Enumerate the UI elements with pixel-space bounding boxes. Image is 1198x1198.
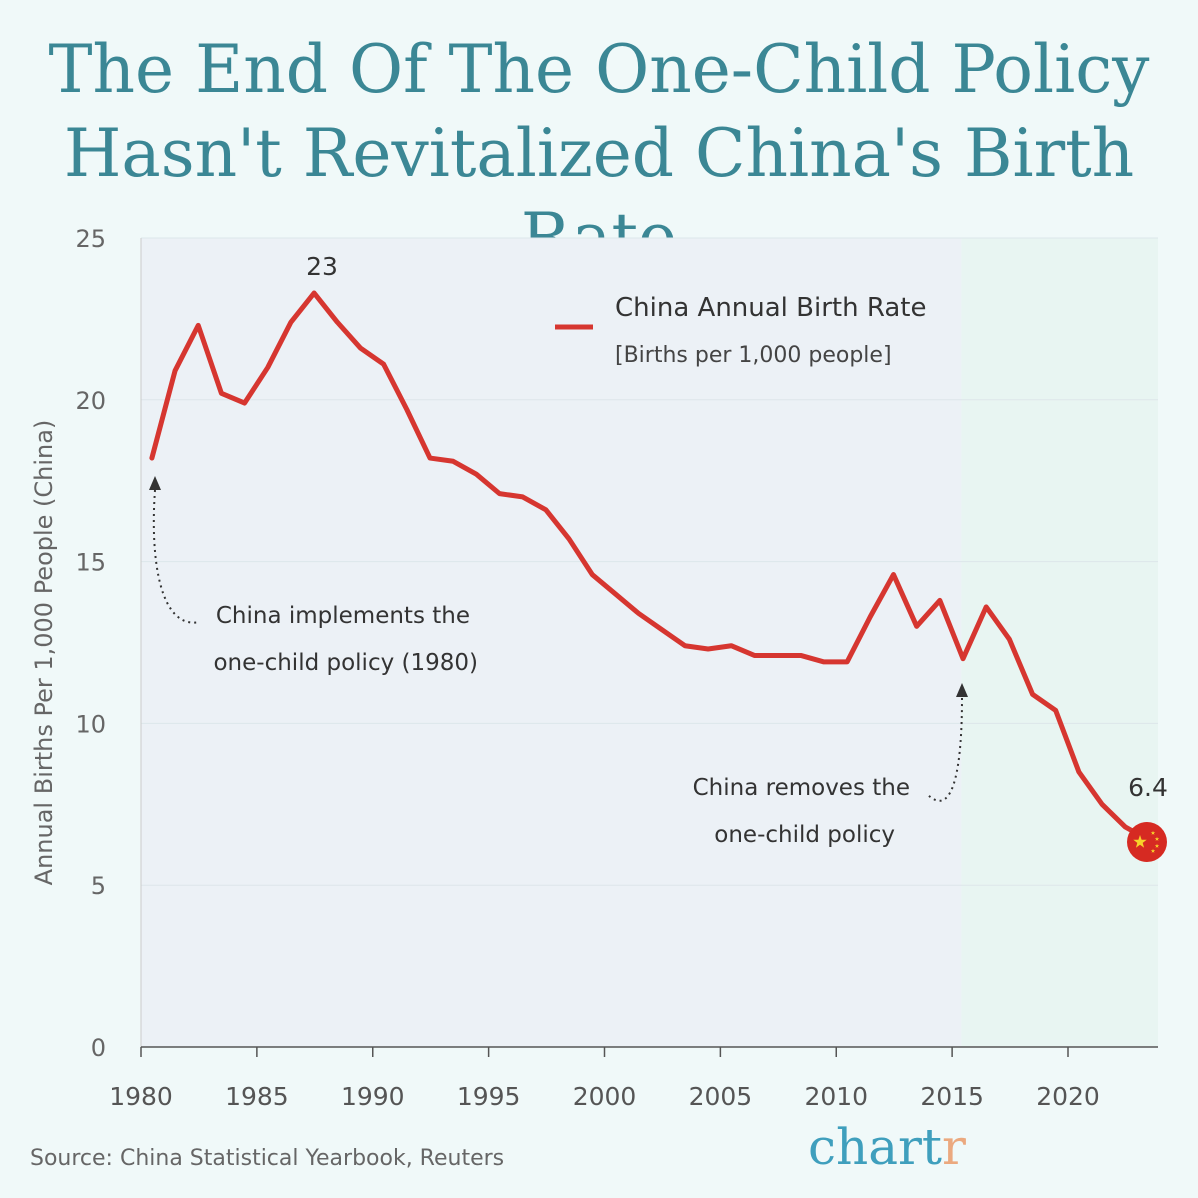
x-tick-label: 1995	[457, 1082, 521, 1111]
flag-star-icon	[1154, 843, 1160, 848]
flag-star-icon	[1154, 836, 1160, 841]
shaded-region-1	[961, 238, 1158, 1047]
annotation-2015-line2: one-child policy	[714, 822, 895, 848]
x-tick-label: 2005	[689, 1082, 753, 1111]
y-tick-label: 20	[75, 387, 106, 415]
arrow-head-icon	[149, 476, 161, 490]
latest-label: 6.4	[1128, 773, 1168, 802]
chart-title-line-2: Hasn't Revitalized China's Birth Rate	[63, 115, 1135, 276]
x-tick-label: 2020	[1036, 1082, 1100, 1111]
x-tick-label: 1985	[225, 1082, 289, 1111]
legend-subtitle: [Births per 1,000 people]	[615, 343, 892, 368]
legend-label: China Annual Birth Rate	[615, 293, 926, 323]
logo-main: chart	[808, 1118, 943, 1176]
x-tick-label: 2000	[573, 1082, 637, 1111]
y-tick-label: 0	[91, 1034, 106, 1062]
series-line	[149, 290, 1151, 843]
logo-accent: r	[942, 1118, 966, 1176]
chart-title-line-1: The End Of The One-Child Policy	[48, 31, 1150, 108]
arrow-head-icon	[956, 683, 968, 697]
source-note: Source: China Statistical Yearbook, Reut…	[30, 1146, 505, 1171]
shaded-region-0	[141, 238, 962, 1047]
annotation-arrow-1980	[152, 489, 201, 624]
annotation-1980-line1: China implements the	[216, 603, 470, 629]
annotation-2015-line1: China removes the	[693, 775, 910, 801]
y-tick-label: 5	[91, 872, 106, 900]
x-tick-label: 1990	[341, 1082, 405, 1111]
y-axis-label: Annual Births Per 1,000 People (China)	[30, 420, 58, 886]
chartr-logo: chartr	[808, 1118, 966, 1176]
china-flag-icon	[1127, 822, 1167, 862]
x-tick-label: 2010	[804, 1082, 868, 1111]
flag-star-icon	[1150, 848, 1156, 853]
flag-star-icon	[1133, 835, 1147, 848]
y-tick-label: 15	[75, 549, 106, 577]
x-tick-label: 1980	[109, 1082, 173, 1111]
x-tick-label: 2015	[920, 1082, 984, 1111]
flag-star-icon	[1150, 830, 1156, 835]
y-tick-label: 10	[75, 710, 106, 738]
annotation-1980-line2: one-child policy (1980)	[213, 650, 478, 676]
y-tick-label: 25	[75, 225, 106, 253]
peak-label: 23	[306, 252, 338, 281]
